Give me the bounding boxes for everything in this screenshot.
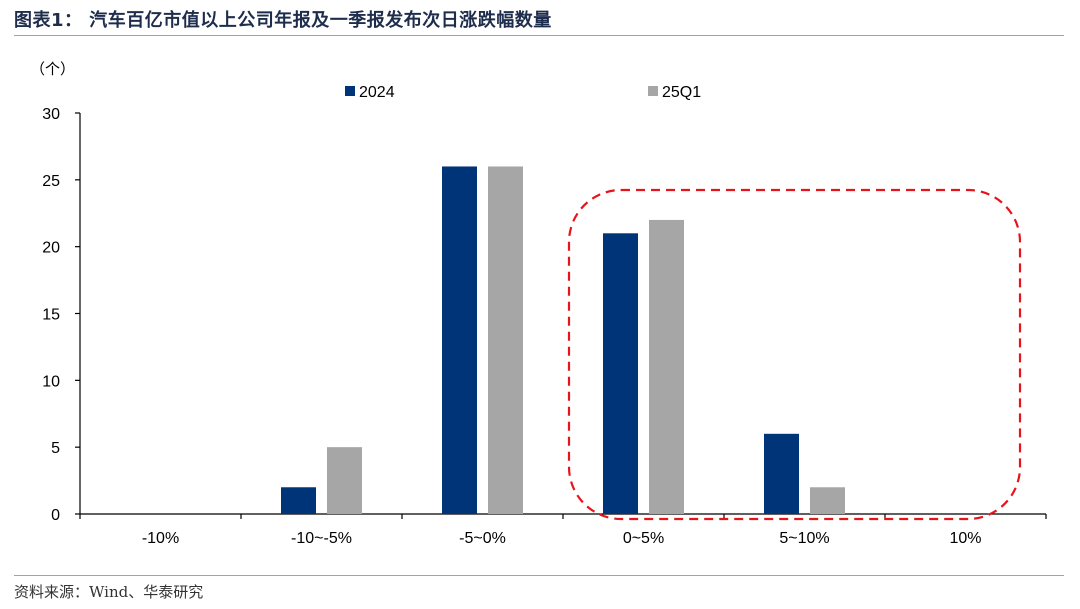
x-axis: -10% -10~-5% -5~0% 0~5% 5~10% 10%	[79, 513, 1047, 547]
bar-2024-2	[442, 166, 477, 514]
y-tick-label: 20	[42, 240, 60, 257]
x-tick-label: 0~5%	[623, 530, 664, 547]
x-tick-label: -10~-5%	[291, 530, 352, 547]
chart-title: 图表1： 汽车百亿市值以上公司年报及一季报发布次日涨跌幅数量	[14, 10, 552, 31]
footer-divider	[14, 575, 1064, 576]
bar-25q1-4	[810, 487, 845, 514]
bar-chart: （个） 2024 25Q1 0 5 10 15 20 25 30 -10% -10~-5% -5~…	[30, 60, 1047, 547]
y-unit-label: （个）	[30, 60, 75, 78]
bar-2024-1	[281, 487, 316, 514]
legend: 2024 25Q1	[345, 84, 701, 101]
y-axis: 0 5 10 15 20 25 30	[42, 106, 81, 524]
bar-25q1-1	[327, 447, 362, 514]
y-tick-label: 5	[51, 440, 60, 457]
legend-label-2024: 2024	[359, 84, 395, 101]
bar-25q1-3	[649, 219, 684, 514]
bar-2024-3	[603, 233, 638, 515]
y-tick-label: 30	[42, 106, 60, 123]
highlight-dashed-box	[567, 188, 1022, 521]
x-tick-label: -10%	[142, 530, 179, 547]
title-divider	[14, 35, 1064, 36]
y-tick-label: 0	[51, 507, 60, 524]
y-tick-label: 10	[42, 373, 60, 390]
legend-swatch-2024	[345, 86, 355, 96]
highlight-annotation	[567, 188, 1022, 521]
x-tick-label: 5~10%	[779, 530, 829, 547]
y-tick-label: 25	[42, 173, 60, 190]
bar-2024-4	[764, 433, 799, 514]
legend-swatch-25q1	[648, 86, 658, 96]
bars	[281, 166, 845, 515]
legend-label-25q1: 25Q1	[662, 84, 701, 101]
y-tick-label: 15	[42, 307, 60, 324]
source-note: 资料来源：Wind、华泰研究	[14, 583, 204, 601]
x-tick-label: -5~0%	[459, 530, 506, 547]
x-tick-label: 10%	[949, 530, 981, 547]
bar-25q1-2	[488, 166, 523, 514]
